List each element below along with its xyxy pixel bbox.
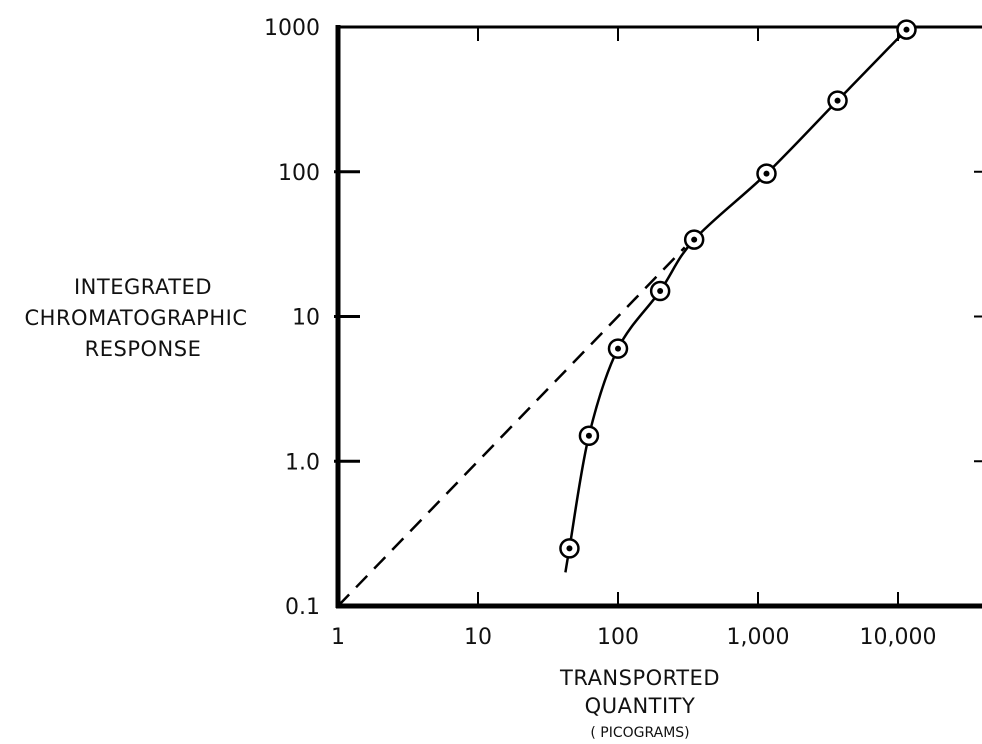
data-point-dot xyxy=(691,236,698,243)
data-point-dot xyxy=(903,26,910,33)
x-tick-labels: 1 10 100 1,000 10,000 xyxy=(331,625,936,650)
x-tick-label-4: 10,000 xyxy=(860,625,937,650)
y-tick-label-1: 1.0 xyxy=(285,450,320,475)
x-axis-title: TRANSPORTED QUANTITY ( PICOGRAMS) xyxy=(559,666,720,741)
y-axis-title-line-1: INTEGRATED xyxy=(74,275,212,299)
x-axis-unit: ( PICOGRAMS) xyxy=(590,725,689,741)
series-dashed-line xyxy=(337,246,686,607)
data-point-dot xyxy=(585,432,592,439)
data-point-dot xyxy=(834,97,841,104)
data-point-dot xyxy=(657,288,664,295)
y-tick-label-3: 100 xyxy=(278,161,320,186)
y-axis-title: INTEGRATED CHROMATOGRAPHIC RESPONSE xyxy=(25,275,248,361)
y-tick-label-4: 1000 xyxy=(264,16,320,41)
data-point-dot xyxy=(615,345,621,352)
x-axis-title-line-2: QUANTITY xyxy=(585,694,696,718)
data-point-dot xyxy=(763,170,770,177)
x-tick-label-2: 100 xyxy=(597,625,639,650)
x-axis-title-line-1: TRANSPORTED xyxy=(559,666,720,690)
x-tick-label-0: 1 xyxy=(331,625,345,650)
data-point-dot xyxy=(566,545,573,552)
data-point-6 xyxy=(827,90,848,111)
series-solid-curve xyxy=(564,28,908,573)
y-axis-title-line-2: CHROMATOGRAPHIC xyxy=(25,306,248,330)
axis-ticks xyxy=(334,27,982,606)
data-point-5 xyxy=(756,163,777,184)
data-point-3 xyxy=(649,280,671,302)
x-tick-label-3: 1,000 xyxy=(727,625,790,650)
data-point-0 xyxy=(559,538,580,559)
y-axis-title-line-3: RESPONSE xyxy=(85,337,202,361)
series-layer xyxy=(337,19,917,607)
plot-frame xyxy=(335,25,982,609)
y-tick-label-2: 10 xyxy=(292,306,320,331)
data-point-1 xyxy=(578,425,600,447)
data-point-2 xyxy=(607,338,629,359)
y-tick-label-0: 0.1 xyxy=(285,595,320,620)
data-point-7 xyxy=(896,19,917,40)
y-tick-labels: 0.1 1.0 10 100 1000 xyxy=(264,16,320,620)
x-tick-label-1: 10 xyxy=(464,625,492,650)
data-point-4 xyxy=(683,229,705,250)
